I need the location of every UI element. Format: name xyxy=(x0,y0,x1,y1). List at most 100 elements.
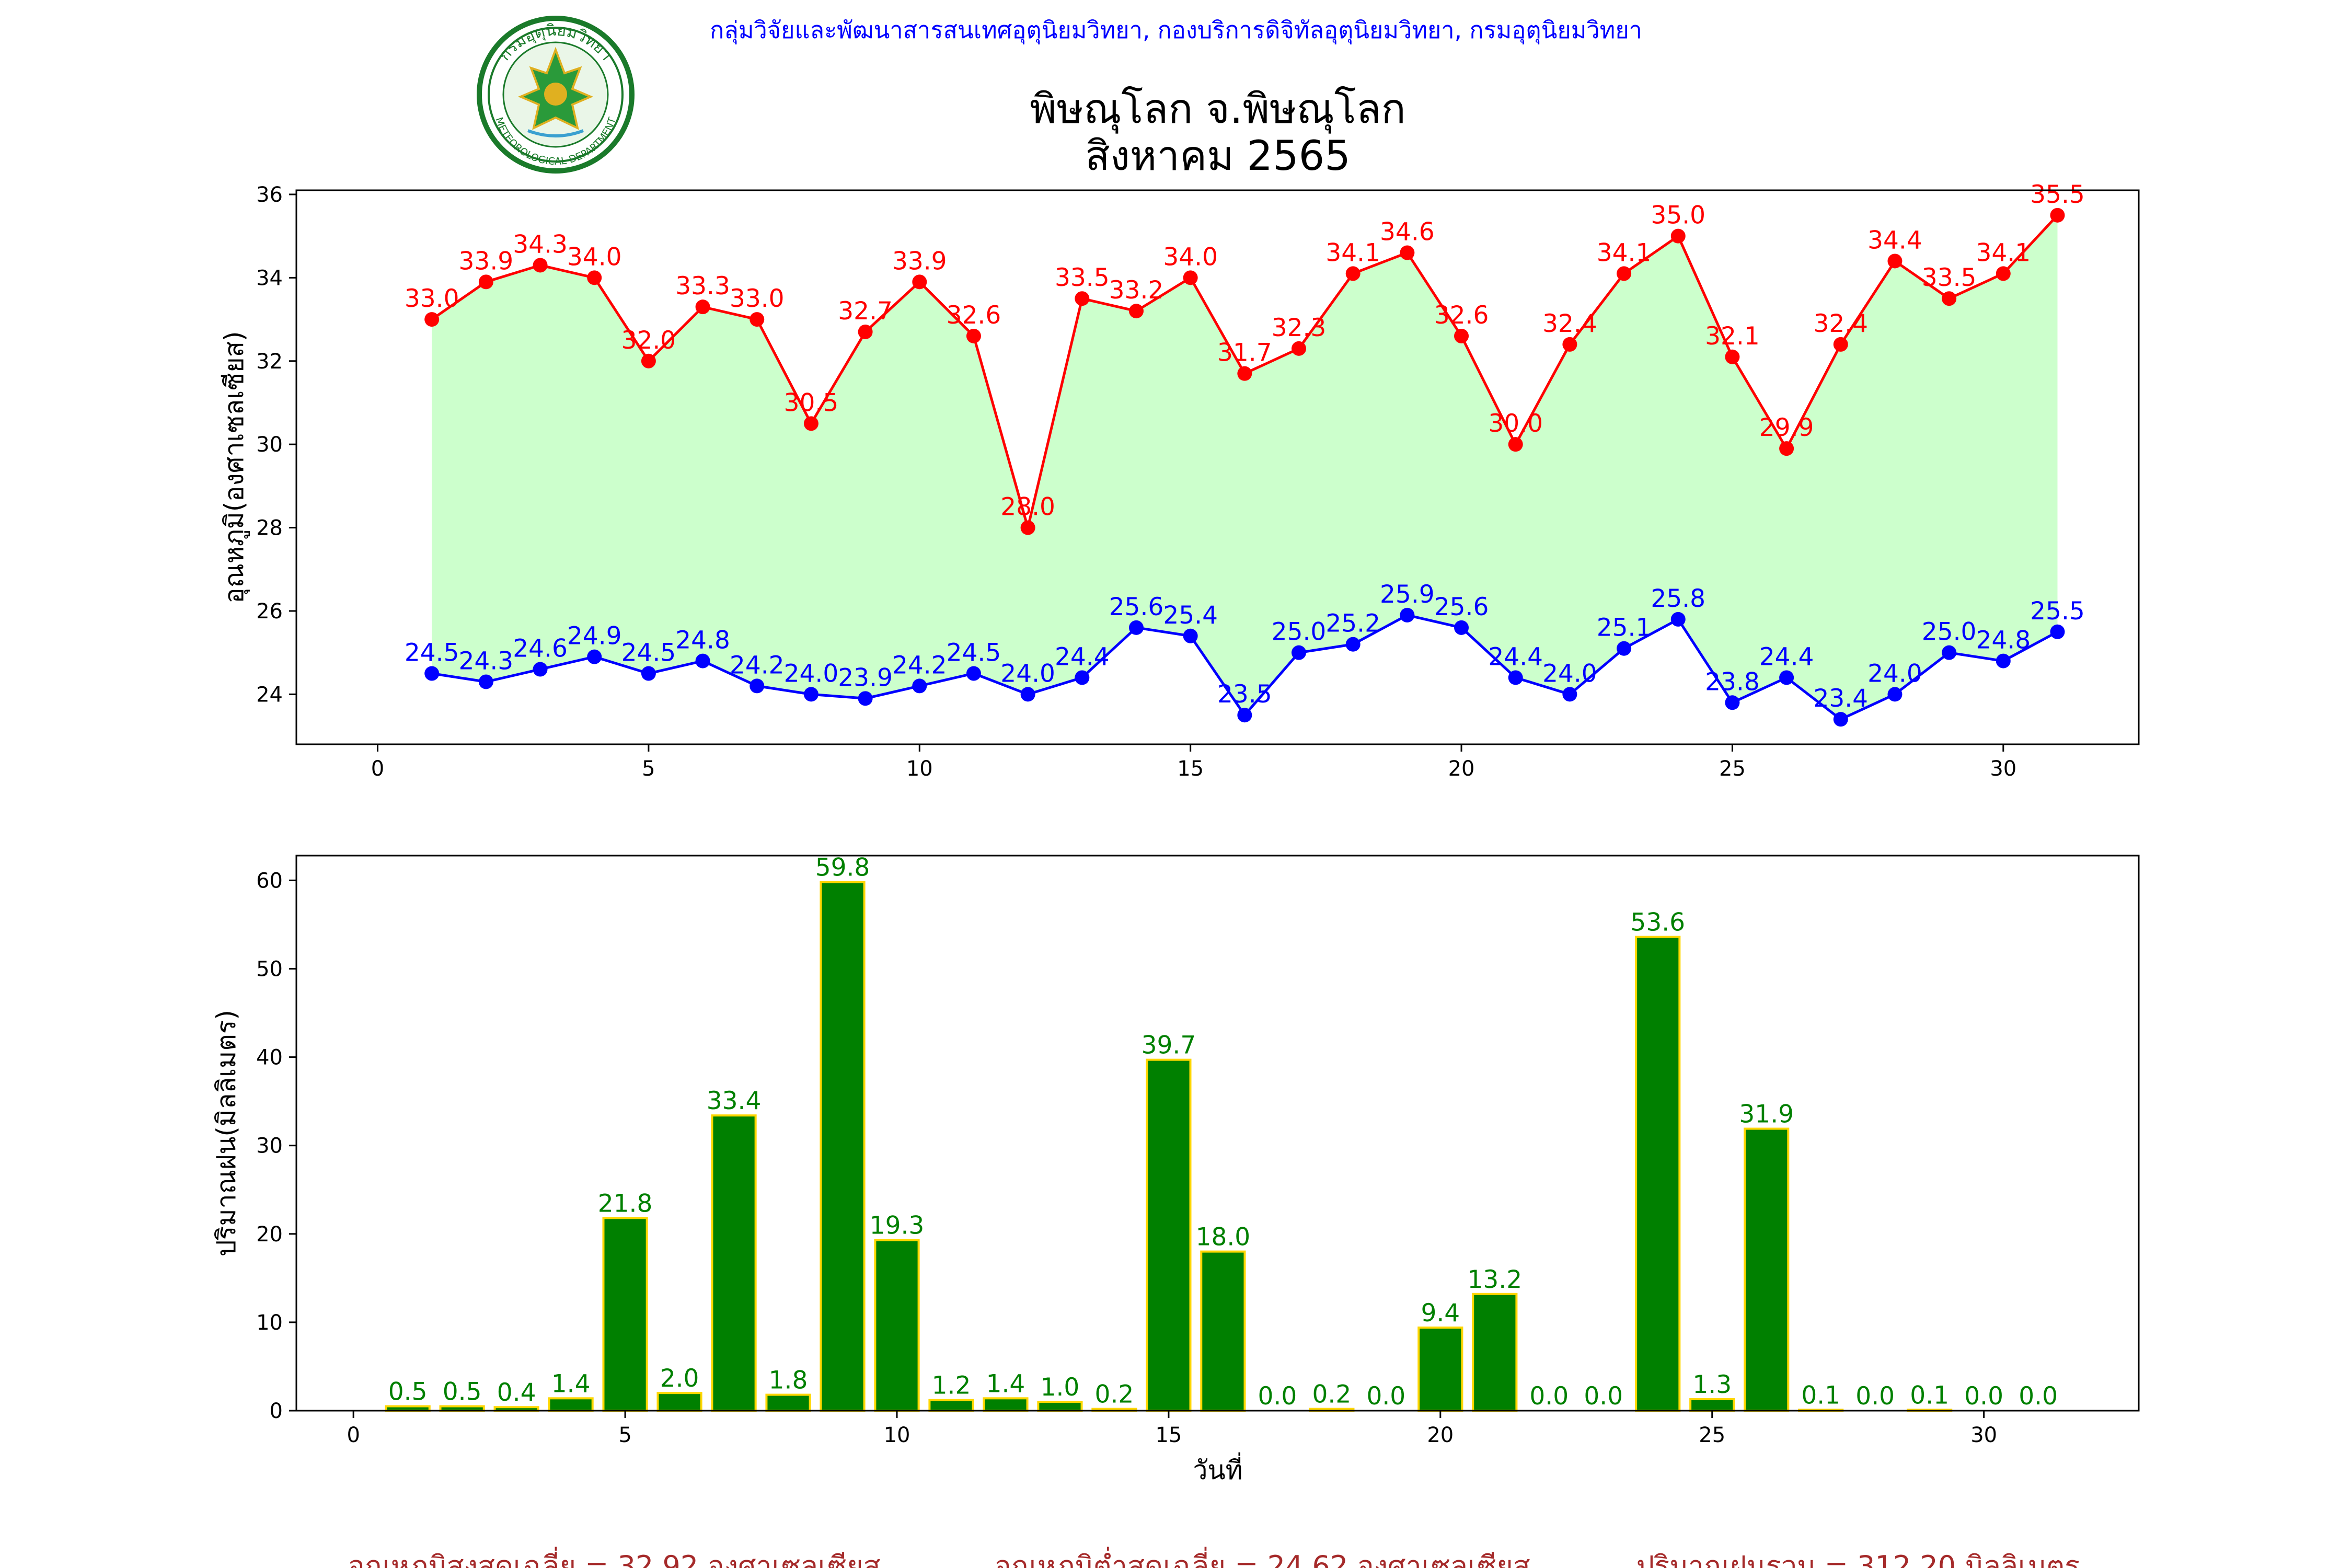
min-temp-data-label: 23.8 xyxy=(1705,667,1760,696)
min-temp-point xyxy=(2050,624,2065,639)
y-tick-label: 20 xyxy=(256,1223,283,1247)
min-temp-point xyxy=(587,649,602,664)
temperature-data-labels: 33.033.934.3 34.032.033.3 33.030.532.733.9… xyxy=(405,180,2085,713)
max-temp-data-label: 33.0 xyxy=(405,284,459,313)
y-tick-label: 24 xyxy=(256,683,283,707)
min-temp-data-label: 24.9 xyxy=(567,622,622,651)
max-temp-point xyxy=(1237,366,1252,381)
max-temp-data-label: 32.4 xyxy=(1813,309,1868,338)
min-temp-point xyxy=(641,666,656,681)
max-temp-data-label: 32.0 xyxy=(621,326,676,355)
max-temp-point xyxy=(2050,207,2065,223)
temperature-y-ticks: 24 26 28 30 32 34 36 xyxy=(256,183,296,707)
rainfall-bars xyxy=(385,881,1953,1412)
min-temp-data-label: 24.5 xyxy=(621,639,676,667)
rainfall-chart: 0.5 0.5 0.4 1.4 21.8 2.0 33.4 1.8 59.8 19.3 1.2 1.4… xyxy=(211,854,2140,1485)
summary-avg-max: อุณหภูมิสูงสุดเฉลี่ย = 32.92 องศาเซลเซีย… xyxy=(348,1547,880,1568)
min-temp-data-label: 25.4 xyxy=(1163,601,1218,630)
rain-bar xyxy=(874,1239,920,1412)
min-temp-data-label: 25.6 xyxy=(1109,593,1164,621)
x-tick-label: 10 xyxy=(906,757,933,781)
x-tick-label: 10 xyxy=(884,1423,910,1447)
x-tick-label: 20 xyxy=(1448,757,1475,781)
rain-bar xyxy=(656,1392,702,1412)
max-temp-point xyxy=(803,416,818,431)
min-temp-point xyxy=(1508,670,1523,685)
rain-bar xyxy=(928,1399,974,1412)
max-temp-data-label: 35.5 xyxy=(2030,180,2085,209)
rain-bar xyxy=(1417,1327,1463,1412)
min-temp-point xyxy=(803,687,818,702)
fill-between-area xyxy=(432,215,2058,720)
rain-data-label: 13.2 xyxy=(1467,1265,1522,1294)
y-tick-label: 50 xyxy=(256,957,283,981)
max-temp-data-label: 33.3 xyxy=(675,272,730,301)
min-temp-data-label: 23.9 xyxy=(838,663,893,692)
min-temp-data-label: 24.2 xyxy=(730,651,785,679)
rain-data-label: 0.0 xyxy=(1855,1382,1895,1411)
summary-total-rain: ปริมาณฝนรวม = 312.20 มิลลิเมตร xyxy=(1636,1550,2080,1568)
chart-title-line2: สิงหาคม 2565 xyxy=(1085,133,1351,180)
min-temp-data-label: 24.4 xyxy=(1488,642,1543,671)
rain-bar xyxy=(765,1393,811,1412)
min-temp-point xyxy=(424,666,440,681)
max-temp-point xyxy=(1183,270,1198,285)
x-tick-label: 30 xyxy=(1970,1423,1997,1447)
min-temp-data-label: 24.8 xyxy=(675,626,730,655)
max-temp-point xyxy=(858,324,873,339)
rainfall-plot-frame xyxy=(295,855,2140,1412)
rain-data-label: 0.1 xyxy=(1801,1381,1840,1410)
max-temp-data-label: 32.3 xyxy=(1272,314,1327,342)
rain-bar xyxy=(1037,1401,1083,1412)
min-temp-data-label: 24.2 xyxy=(892,651,947,679)
max-temp-data-label: 32.6 xyxy=(1434,301,1489,330)
rain-bar xyxy=(602,1217,648,1412)
min-temp-data-label: 25.0 xyxy=(1922,618,1977,647)
min-temp-data-label: 24.6 xyxy=(513,635,568,663)
meteorological-department-seal-icon xyxy=(517,47,594,137)
max-temp-point xyxy=(750,312,765,327)
max-temp-data-label: 30.0 xyxy=(1488,409,1543,438)
chart-title-line1: พิษณุโลก จ.พิษณุโลก xyxy=(1030,86,1406,134)
max-temp-point xyxy=(1942,291,1957,306)
min-temp-point xyxy=(858,691,873,706)
max-temp-point xyxy=(1887,253,1903,269)
x-tick-label: 25 xyxy=(1719,757,1746,781)
min-temp-data-label: 25.1 xyxy=(1597,614,1652,642)
max-temp-data-label: 32.6 xyxy=(947,301,1001,330)
max-temp-point xyxy=(1454,328,1469,343)
rain-data-label: 1.8 xyxy=(769,1366,808,1395)
max-temp-data-label: 34.0 xyxy=(567,243,622,271)
max-temp-data-label: 33.5 xyxy=(1055,263,1110,292)
min-temp-data-label: 24.0 xyxy=(1867,659,1922,688)
max-temp-point xyxy=(695,299,710,315)
max-temp-point xyxy=(1833,337,1848,352)
rainfall-data-labels: 0.5 0.5 0.4 1.4 21.8 2.0 33.4 1.8 59.8 19.3 1.2 1.4… xyxy=(388,854,2058,1411)
rain-data-label: 18.0 xyxy=(1196,1223,1251,1252)
max-temp-data-label: 28.0 xyxy=(1000,493,1055,522)
min-temp-data-label: 25.8 xyxy=(1651,584,1705,613)
rainfall-y-axis-label: ปริมาณฝน(มิลลิเมตร) xyxy=(211,1010,241,1256)
rain-bar xyxy=(1146,1058,1192,1412)
rain-bar xyxy=(1689,1398,1735,1412)
max-temp-data-label: 29.9 xyxy=(1759,413,1814,442)
min-temp-point xyxy=(1779,670,1794,685)
min-temp-data-label: 24.0 xyxy=(784,659,839,688)
rain-data-label: 0.2 xyxy=(1312,1380,1351,1409)
max-temp-point xyxy=(478,274,493,290)
rain-bar xyxy=(711,1114,757,1412)
max-temp-data-label: 34.3 xyxy=(513,230,568,259)
rain-data-label: 39.7 xyxy=(1142,1031,1196,1060)
rainfall-x-ticks: 0 5 10 15 20 25 30 xyxy=(347,1411,1997,1447)
temperature-fill-between xyxy=(432,215,2058,720)
rain-data-label: 31.9 xyxy=(1739,1100,1794,1129)
min-temp-data-label: 24.0 xyxy=(1542,659,1597,688)
max-temp-data-label: 33.9 xyxy=(459,247,514,275)
min-temp-point xyxy=(1887,687,1903,702)
min-temp-data-label: 24.0 xyxy=(1000,659,1055,688)
rain-bar xyxy=(1200,1250,1246,1412)
max-temp-point xyxy=(1725,349,1740,364)
rain-data-label: 0.0 xyxy=(1258,1382,1297,1411)
min-temp-point xyxy=(478,674,493,689)
rain-data-label: 0.0 xyxy=(1366,1382,1405,1411)
